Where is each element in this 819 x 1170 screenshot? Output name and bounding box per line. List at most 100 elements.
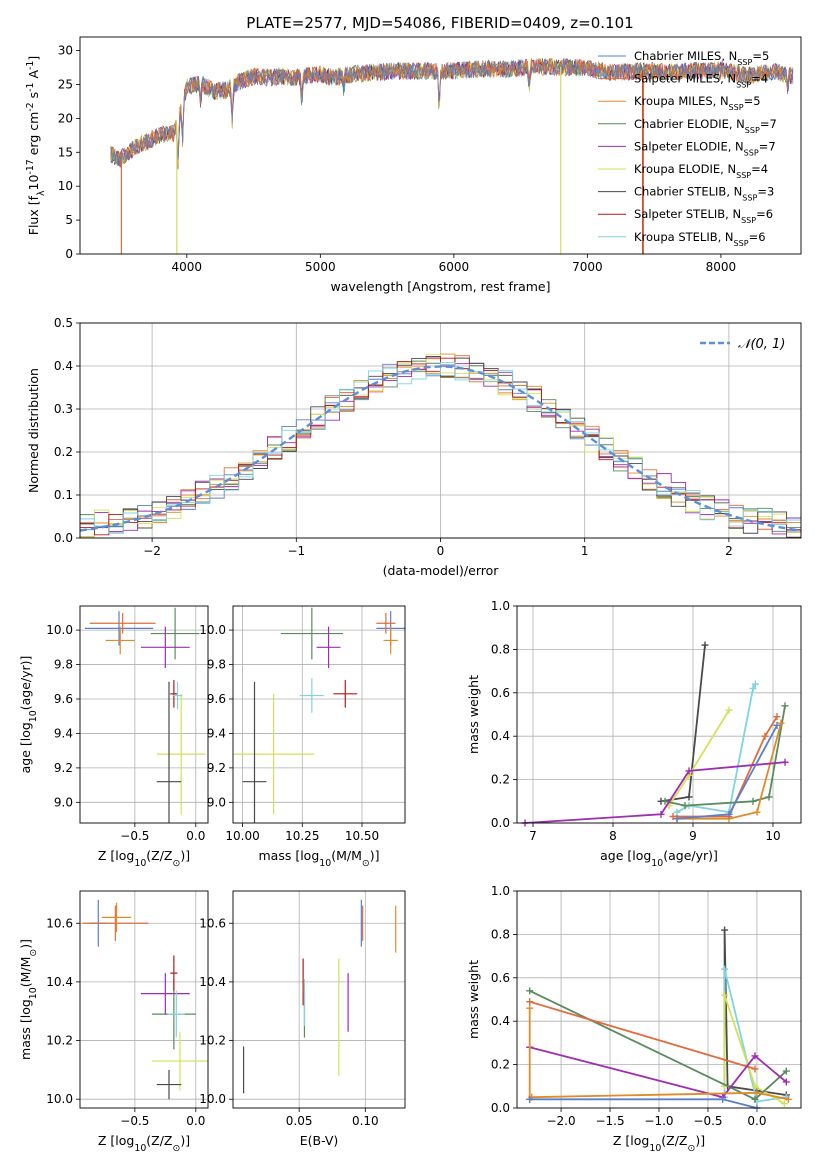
weight-line xyxy=(677,722,782,820)
weight-marker xyxy=(681,802,689,810)
x-tick-label: 0.0 xyxy=(747,1114,766,1128)
weight-marker xyxy=(753,808,761,816)
y-tick-label: 0.2 xyxy=(54,445,73,459)
y-tick-label: 10.0 xyxy=(199,623,226,637)
y-tick-label: 20 xyxy=(58,111,73,125)
weight-marker xyxy=(685,767,693,775)
weight-marker xyxy=(721,991,729,999)
weight-marker xyxy=(761,732,769,740)
axes-frame xyxy=(79,322,802,539)
legend-label: Salpeter ELODIE, NSSP=7 xyxy=(634,139,776,157)
weight-marker xyxy=(765,793,773,801)
y-tick-label: 10.6 xyxy=(199,916,226,930)
y-tick-label: 0 xyxy=(65,247,73,261)
x-tick-label: 4000 xyxy=(172,260,203,274)
mass-vs-metallicity-panel: −0.5 0.0 10.0 10.2 10.4 10.6 Z [log10(Z/Z⊙)] ma… xyxy=(18,890,209,1154)
y-tick-label: 9.6 xyxy=(54,692,73,706)
y-tick-label: 0.0 xyxy=(491,1101,510,1115)
weight-marker xyxy=(753,1089,761,1097)
y-tick-label: 0.3 xyxy=(54,402,73,416)
legend-label: Salpeter MILES, NSSP=4 xyxy=(634,72,768,90)
mass-weight-vs-metallicity-panel: −2.0 −1.5 −1.0 −0.5 0.0 0.0 0.2 0.4 0.6 0.8 1.0 Z [… xyxy=(466,884,802,1154)
x-tick-label: −0.5 xyxy=(120,1114,149,1128)
weight-marker xyxy=(526,1095,534,1103)
legend-label: Kroupa STELIB, NSSP=6 xyxy=(634,230,766,248)
x-tick-label: 0.0 xyxy=(186,829,205,843)
weight-marker xyxy=(780,1100,788,1108)
x-tick-label: −1 xyxy=(287,544,305,558)
x-tick-label: 0.05 xyxy=(286,1114,313,1128)
y-tick-label: 9.6 xyxy=(207,692,226,706)
axes-frame xyxy=(516,890,802,1109)
y-tick-label: 10.2 xyxy=(199,1034,226,1048)
weight-marker xyxy=(526,1004,534,1012)
y-tick-label: 0.8 xyxy=(491,927,510,941)
weight-marker xyxy=(685,793,693,801)
x-tick-label: 1 xyxy=(581,544,589,558)
x-tick-label: 6000 xyxy=(439,260,470,274)
y-tick-label: 30 xyxy=(58,44,73,58)
y-tick-label: 1.0 xyxy=(491,884,510,898)
axes-frame xyxy=(79,605,209,824)
axes-frame xyxy=(232,890,406,1109)
y-tick-label: 0.0 xyxy=(54,531,73,545)
weight-marker xyxy=(773,713,781,721)
weight-marker xyxy=(751,1095,759,1103)
y-tick-label: 9.4 xyxy=(207,726,226,740)
weight-marker xyxy=(782,1078,790,1086)
x-tick-label: 10 xyxy=(765,829,780,843)
weight-line xyxy=(673,716,778,818)
weight-line xyxy=(529,989,787,1101)
residuals-histogram-panel: −2 −1 0 1 2 0.0 0.1 0.2 0.3 0.4 0.5 (data-model)/er… xyxy=(26,316,802,578)
mass-weight-vs-age-panel: 7 8 9 10 0.0 0.2 0.4 0.6 0.8 1.0 age [log10(age/yr… xyxy=(466,599,802,869)
y-tick-label: 9.0 xyxy=(54,795,73,809)
y-tick-label: 10.0 xyxy=(46,623,73,637)
weight-marker xyxy=(725,810,733,818)
y-tick-label: 0.6 xyxy=(491,686,510,700)
x-tick-label: 0.0 xyxy=(186,1114,205,1128)
x-tick-label: −1.0 xyxy=(644,1114,673,1128)
histogram-step xyxy=(80,362,801,538)
x-axis-label: E(B-V) xyxy=(300,1133,339,1148)
x-tick-label: 0.10 xyxy=(352,1114,379,1128)
y-axis-label: age [log10(age/yr)] xyxy=(18,656,39,774)
x-axis-label: (data-model)/error xyxy=(383,563,500,578)
weight-marker xyxy=(673,815,681,823)
y-tick-label: 9.8 xyxy=(54,658,73,672)
weight-marker xyxy=(657,810,665,818)
x-tick-label: 10.25 xyxy=(285,829,319,843)
x-tick-label: −0.5 xyxy=(120,829,149,843)
weight-marker xyxy=(751,1082,759,1090)
weight-marker xyxy=(661,797,669,805)
y-tick-label: 0.1 xyxy=(54,488,73,502)
age-vs-metallicity-panel: −0.5 0.0 9.0 9.2 9.4 9.6 9.8 10.0 Z [log10(Z/Z⊙)… xyxy=(18,605,209,869)
y-tick-label: 1.0 xyxy=(491,599,510,613)
y-tick-label: 10 xyxy=(58,179,73,193)
axes-frame xyxy=(79,36,802,255)
weight-marker xyxy=(773,721,781,729)
weight-marker xyxy=(751,1052,759,1060)
x-tick-label: 9 xyxy=(689,829,697,843)
weight-marker xyxy=(526,998,534,1006)
weight-marker xyxy=(701,641,709,649)
legend-label: Kroupa ELODIE, NSSP=4 xyxy=(634,162,768,180)
legend-label: Chabrier STELIB, NSSP=3 xyxy=(634,185,774,203)
x-axis-label: age [log10(age/yr)] xyxy=(600,848,718,869)
legend-label: Chabrier MILES, NSSP=5 xyxy=(634,49,769,67)
axes-frame xyxy=(79,890,209,1109)
mass-vs-ebv-panel: 0.05 0.10 10.0 10.2 10.4 10.6 E(B-V) xyxy=(199,890,406,1148)
legend-label: Chabrier ELODIE, NSSP=7 xyxy=(634,117,777,135)
weight-marker xyxy=(526,987,534,995)
normal-curve xyxy=(79,365,802,532)
y-tick-label: 0.2 xyxy=(491,773,510,787)
y-tick-label: 0.4 xyxy=(491,1014,510,1028)
x-axis-label: Z [log10(Z/Z⊙)] xyxy=(613,1133,705,1154)
y-tick-label: 0.4 xyxy=(491,729,510,743)
y-tick-label: 10.6 xyxy=(46,916,73,930)
weight-marker xyxy=(669,812,677,820)
y-tick-label: 0.8 xyxy=(491,642,510,656)
legend-label: Salpeter STELIB, NSSP=6 xyxy=(634,207,773,225)
y-tick-label: 0.5 xyxy=(54,316,73,330)
weight-marker xyxy=(751,1065,759,1073)
weight-marker xyxy=(673,808,681,816)
